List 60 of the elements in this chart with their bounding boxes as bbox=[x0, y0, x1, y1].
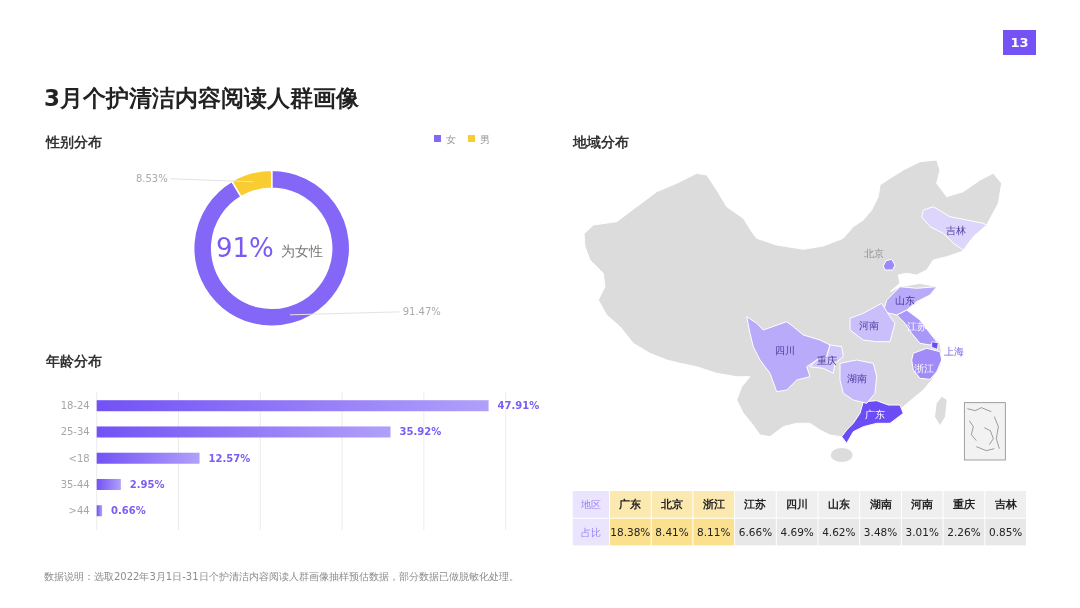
category-label: 四川 bbox=[775, 344, 795, 356]
y-tick-label: 18-24 bbox=[60, 400, 90, 412]
x-tick-label: 吉林 bbox=[993, 497, 1018, 510]
category-label: 吉林 bbox=[945, 224, 966, 236]
x-tick-label: 河南 bbox=[910, 497, 934, 510]
data-label: 35.92% bbox=[399, 426, 442, 438]
data-label: 6.66% bbox=[738, 525, 773, 538]
data-label: 91.47% bbox=[402, 305, 441, 317]
y-tick-label: >44 bbox=[68, 505, 90, 517]
x-tick-label: 浙江 bbox=[701, 497, 725, 510]
chart-title: 年龄分布 bbox=[45, 353, 102, 369]
x-tick-label: 北京 bbox=[660, 497, 684, 510]
data-label: 2.95% bbox=[129, 478, 165, 490]
category-label: 河南 bbox=[859, 319, 880, 331]
category-label: 广东 bbox=[865, 408, 885, 420]
data-label: 47.91% bbox=[497, 400, 540, 412]
chart-title: 地域分布 bbox=[572, 134, 629, 150]
bar bbox=[96, 452, 200, 464]
x-tick-label: 湖南 bbox=[868, 497, 892, 510]
data-label: 8.41% bbox=[655, 525, 689, 538]
category-label: 浙江 bbox=[914, 362, 934, 374]
x-tick-label: 重庆 bbox=[951, 497, 975, 510]
data-label: 12.57% bbox=[208, 452, 251, 464]
data-label: 8.53% bbox=[135, 172, 168, 184]
legend-label: 女 bbox=[446, 133, 456, 145]
data-label: 8.11% bbox=[697, 525, 731, 538]
data-label: 3.48% bbox=[863, 525, 898, 538]
category-label: 湖南 bbox=[846, 372, 867, 384]
chart-title: 性别分布 bbox=[45, 134, 102, 150]
text: 3月个护清洁内容阅读人群画像 bbox=[44, 85, 360, 111]
bar bbox=[96, 400, 489, 412]
category-label: 重庆 bbox=[816, 354, 837, 366]
x-tick-label: 四川 bbox=[786, 497, 809, 510]
category-label: 山东 bbox=[895, 295, 915, 307]
data-label: 0.66% bbox=[111, 505, 146, 517]
text: 上海 bbox=[944, 346, 964, 358]
y-tick-label: <18 bbox=[68, 452, 90, 464]
donut-slice bbox=[192, 169, 351, 327]
y-tick-label: 35-44 bbox=[60, 478, 90, 490]
x-tick-label: 江苏 bbox=[743, 497, 767, 510]
data-label: 18.38% bbox=[610, 525, 651, 538]
x-tick-label: 山东 bbox=[827, 497, 850, 510]
data-label: 3.01% bbox=[905, 525, 939, 538]
bar bbox=[96, 426, 391, 438]
data-label: 2.26% bbox=[947, 525, 981, 538]
text: 数据说明：选取2022年3月1日-31日个护清洁内容阅读人群画像抽样预估数据，部分数据已做脱敏化处理。 bbox=[44, 571, 519, 582]
data-label: 4.69% bbox=[780, 525, 814, 538]
y-tick-label: 占比 bbox=[580, 526, 601, 538]
x-axis-title: 地区 bbox=[579, 498, 601, 510]
category-label: 北京 bbox=[864, 247, 884, 259]
y-tick-label: 25-34 bbox=[60, 426, 90, 438]
bar bbox=[96, 505, 103, 517]
legend-label: 男 bbox=[480, 133, 490, 145]
data-label: 4.62% bbox=[822, 525, 856, 538]
x-tick-label: 广东 bbox=[618, 497, 642, 510]
text: 13 bbox=[1010, 35, 1029, 50]
text: 91% bbox=[215, 232, 274, 263]
text: 为女性 bbox=[280, 242, 323, 259]
data-label: 0.85% bbox=[988, 525, 1023, 538]
bar bbox=[96, 478, 121, 490]
